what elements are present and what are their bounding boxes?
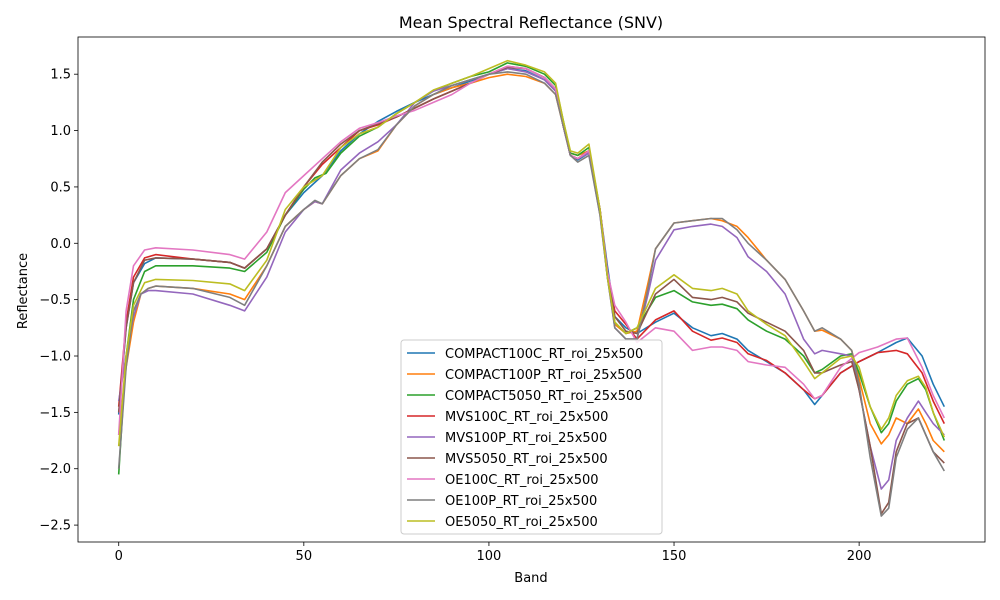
- y-axis: −2.5 −2.0 −1.5 −1.0 −0.5 0.0 0.5 1.0 1.5: [39, 68, 78, 534]
- legend-label: OE5050_RT_roi_25x500: [445, 515, 598, 530]
- legend-label: MVS100C_RT_roi_25x500: [445, 410, 608, 425]
- legend-label: OE100P_RT_roi_25x500: [445, 494, 597, 509]
- x-tick-label: 150: [662, 549, 687, 564]
- legend-label: MVS100P_RT_roi_25x500: [445, 431, 607, 446]
- legend-label: COMPACT100P_RT_roi_25x500: [445, 368, 642, 383]
- x-tick-label: 200: [847, 549, 872, 564]
- y-tick-label: −0.5: [39, 293, 71, 308]
- series-line-8: [117, 71, 945, 517]
- y-tick-label: −2.0: [39, 462, 71, 477]
- legend-label: MVS5050_RT_roi_25x500: [445, 452, 608, 467]
- y-tick-label: 1.0: [50, 124, 71, 139]
- series-line-9: [117, 59, 946, 447]
- x-tick-label: 100: [477, 549, 502, 564]
- series-line-7: [117, 65, 946, 435]
- y-tick-label: 1.5: [50, 68, 71, 83]
- y-tick-label: −2.5: [39, 519, 71, 534]
- y-tick-label: −1.0: [39, 350, 71, 365]
- x-axis: 0 50 100 150 200: [115, 542, 872, 564]
- legend-label: COMPACT100C_RT_roi_25x500: [445, 347, 643, 362]
- legend-label: COMPACT5050_RT_roi_25x500: [445, 389, 643, 404]
- plot-frame: [77, 36, 986, 543]
- chart-title: Mean Spectral Reflectance (SNV): [399, 13, 663, 32]
- legend-label: OE100C_RT_roi_25x500: [445, 473, 599, 488]
- y-tick-label: −1.5: [39, 406, 71, 421]
- x-tick-label: 50: [296, 549, 313, 564]
- y-axis-title: Reflectance: [16, 253, 31, 329]
- x-tick-label: 0: [115, 549, 123, 564]
- x-axis-title: Band: [514, 571, 547, 586]
- legend: COMPACT100C_RT_roi_25x500 COMPACT100P_RT_…: [400, 339, 663, 535]
- legend-box: [400, 339, 663, 535]
- plot-area: [77, 36, 986, 543]
- y-tick-label: 0.5: [50, 180, 71, 195]
- y-tick-label: 0.0: [50, 237, 71, 252]
